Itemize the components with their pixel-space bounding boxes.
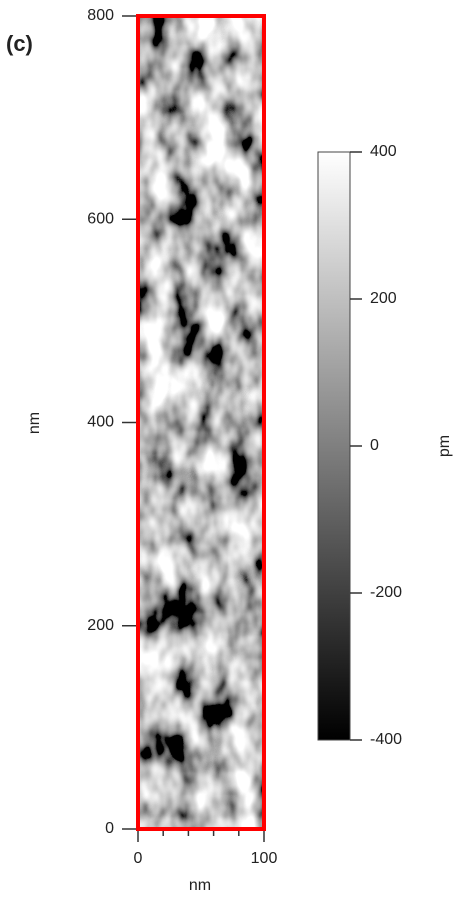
y-tick-label: 600 — [87, 210, 114, 227]
colorbar-tick-label: 400 — [370, 143, 397, 160]
colorbar-tick-label: 0 — [370, 437, 379, 454]
x-tick-label: 0 — [134, 850, 143, 867]
colorbar-label: pm — [436, 435, 453, 457]
y-tick-label: 400 — [87, 414, 114, 431]
colorbar-tick-label: 200 — [370, 290, 397, 307]
afm-image — [138, 16, 264, 829]
y-tick-label: 800 — [87, 7, 114, 24]
y-tick-label: 0 — [105, 820, 114, 837]
panel-label: (c) — [6, 31, 33, 56]
x-tick-label: 100 — [251, 850, 278, 867]
colorbar-tick-label: -200 — [370, 584, 402, 601]
x-axis-label: nm — [189, 877, 211, 894]
image-border — [136, 14, 266, 831]
y-tick-label: 200 — [87, 617, 114, 634]
y-axis-label: nm — [26, 412, 43, 434]
colorbar — [317, 151, 351, 741]
colorbar-tick-label: -400 — [370, 731, 402, 748]
